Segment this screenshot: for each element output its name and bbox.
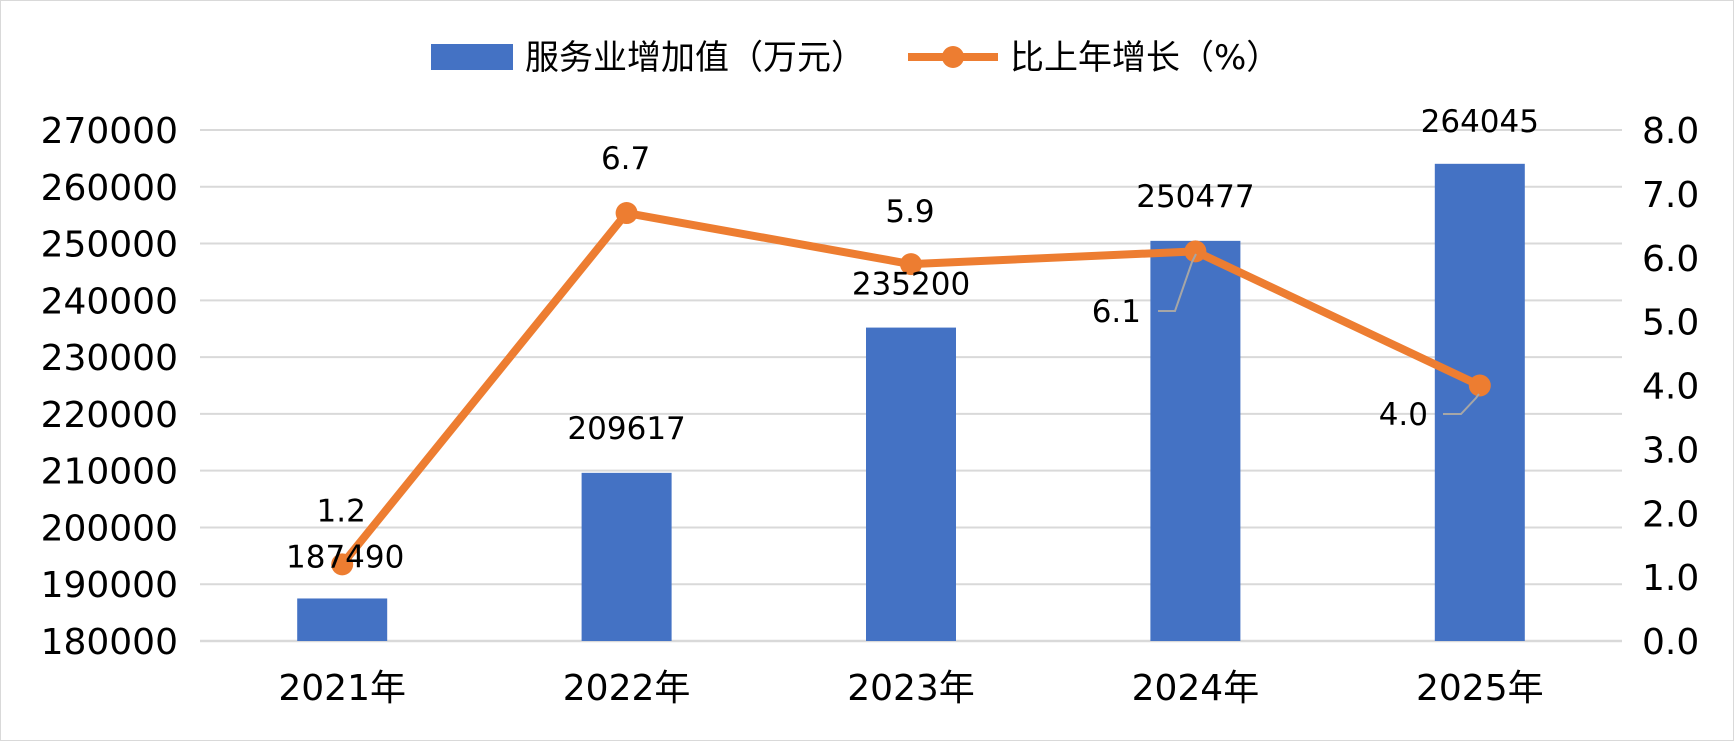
leader-line (1158, 253, 1197, 312)
bar-value-label: 209617 (567, 411, 685, 447)
line-point (615, 202, 638, 225)
legend: 服务业增加值（万元） 比上年增长（%） (431, 38, 1280, 78)
data-labels: 187490 209617 235200 250477 264045 1.2 6.7 5.9 6… (286, 104, 1539, 576)
bar-series (297, 163, 1525, 642)
bar (1434, 163, 1525, 642)
legend-line-marker (942, 46, 964, 68)
left-axis-tick-label: 210000 (41, 452, 178, 493)
bar-value-label: 235200 (852, 267, 970, 303)
left-axis-tick-label: 180000 (41, 622, 178, 663)
left-axis-tick-label: 250000 (41, 225, 178, 266)
line-point (900, 253, 922, 276)
bar (581, 472, 672, 641)
right-axis-tick-label: 3.0 (1642, 430, 1699, 471)
right-axis-tick-label: 2.0 (1642, 494, 1699, 535)
right-axis-tick-label: 1.0 (1642, 558, 1699, 599)
bar-value-label: 264045 (1421, 104, 1539, 140)
line-value-label: 4.0 (1379, 397, 1428, 433)
x-axis-tick-label: 2025年 (1416, 668, 1544, 709)
line-value-label: 6.7 (601, 141, 650, 177)
line-value-label: 5.9 (885, 194, 934, 230)
bar-value-label: 187490 (286, 539, 404, 575)
bar (866, 327, 956, 641)
right-axis-tick-label: 4.0 (1642, 367, 1699, 408)
x-axis-tick-label: 2022年 (563, 668, 691, 709)
line-point (331, 553, 354, 576)
bar (297, 598, 388, 641)
line-value-label: 1.2 (317, 493, 366, 529)
bar (1150, 240, 1241, 641)
left-axis-ticks: 180000 190000 200000 210000 220000 230000 2400… (41, 111, 178, 663)
left-axis-tick-label: 260000 (41, 168, 178, 209)
left-axis-tick-label: 200000 (41, 508, 178, 549)
x-axis-tick-label: 2021年 (278, 668, 406, 709)
gridlines (200, 129, 1622, 643)
line-point (1184, 240, 1207, 263)
legend-bar-swatch (431, 44, 513, 70)
left-axis-tick-label: 190000 (41, 565, 178, 606)
x-axis-ticks: 2021年 2022年 2023年 2024年 2025年 (278, 668, 1543, 709)
legend-line-label: 比上年增长（%） (1010, 38, 1280, 78)
right-axis-tick-label: 6.0 (1642, 239, 1699, 280)
left-axis-tick-label: 240000 (41, 281, 178, 322)
x-axis-tick-label: 2023年 (847, 668, 975, 709)
right-axis-tick-label: 5.0 (1642, 303, 1699, 344)
line-value-label: 6.1 (1092, 294, 1141, 330)
x-axis-tick-label: 2024年 (1132, 668, 1260, 709)
right-axis-tick-label: 0.0 (1642, 622, 1699, 663)
left-axis-tick-label: 270000 (41, 111, 178, 152)
leader-line (1443, 393, 1480, 415)
right-axis-tick-label: 8.0 (1642, 111, 1699, 152)
legend-bar-label: 服务业增加值（万元） (525, 38, 865, 78)
right-axis-tick-label: 7.0 (1642, 175, 1699, 216)
line-series (331, 202, 1491, 576)
left-axis-tick-label: 230000 (41, 338, 178, 379)
line-point (1468, 374, 1491, 397)
left-axis-tick-label: 220000 (41, 395, 178, 436)
bar-value-label: 250477 (1136, 179, 1254, 215)
right-axis-ticks: 0.0 1.0 2.0 3.0 4.0 5.0 6.0 7.0 8.0 (1642, 111, 1699, 663)
